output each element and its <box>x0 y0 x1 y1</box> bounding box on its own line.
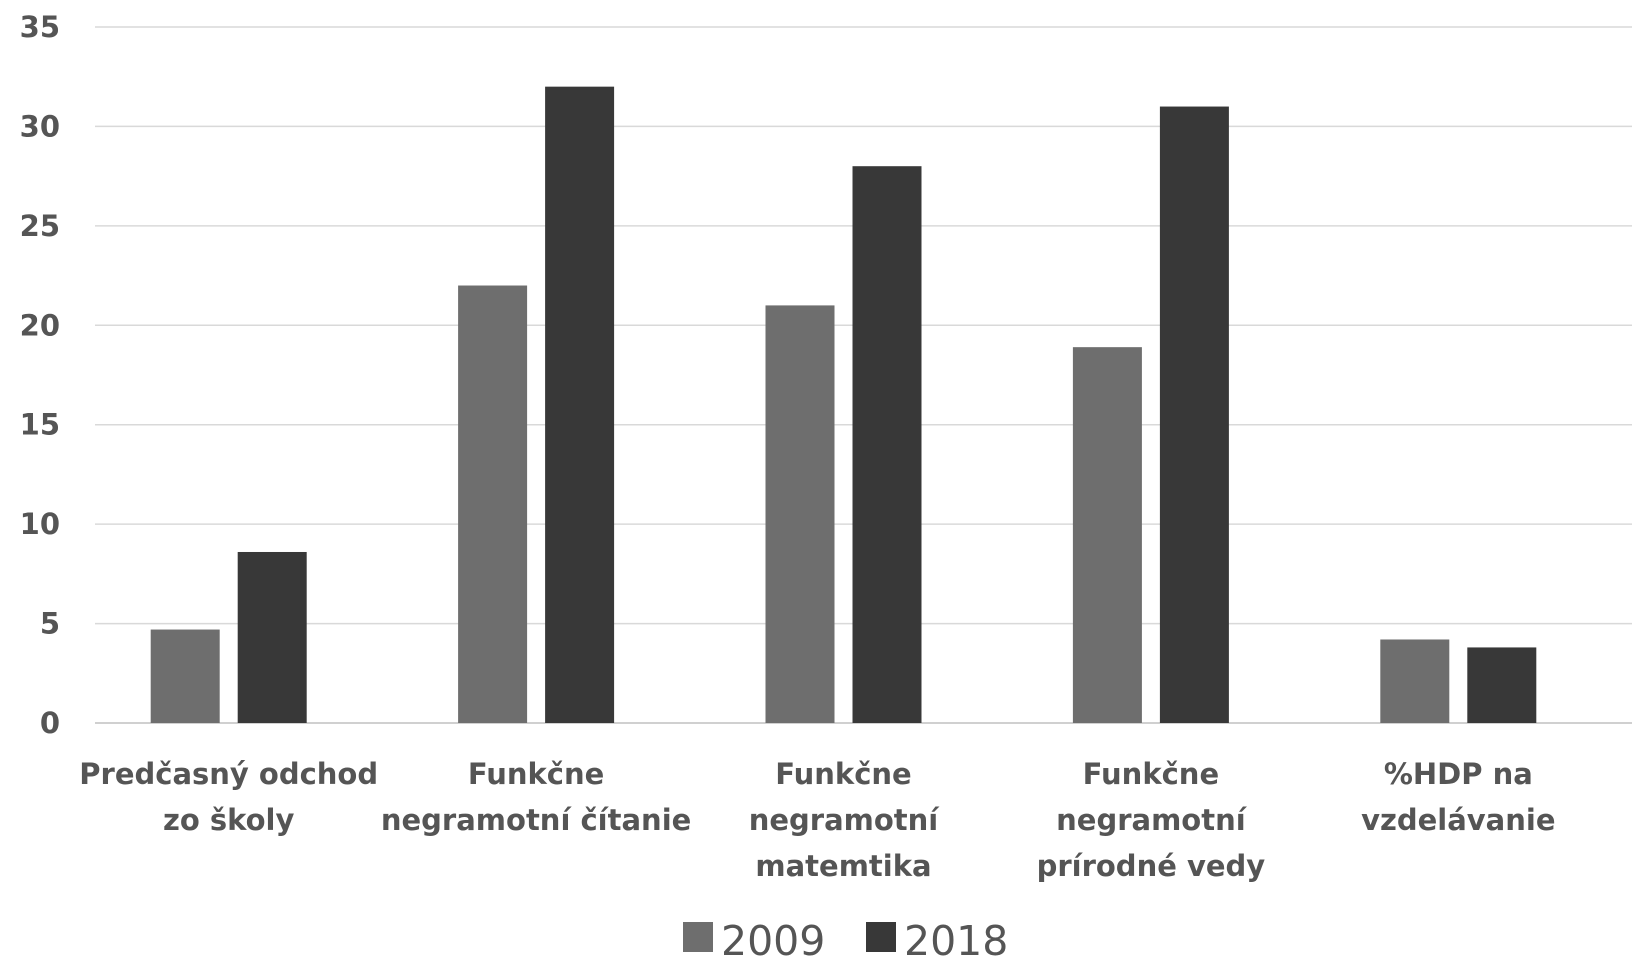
bar-2018-cat-0 <box>237 551 307 723</box>
bar-2009-cat-3 <box>1072 347 1142 723</box>
y-tick-label: 20 <box>20 308 60 342</box>
x-category-label: Funkčne <box>1083 757 1219 791</box>
x-category-label: negramotní <box>1056 803 1248 837</box>
x-category-label: negramotní <box>749 803 941 837</box>
x-category-label: vzdelávanie <box>1361 803 1555 837</box>
y-tick-label: 15 <box>20 408 60 442</box>
bar-2018-cat-4 <box>1467 647 1537 723</box>
legend: 2009 2018 <box>683 917 1008 965</box>
bar-2009-cat-2 <box>765 305 835 723</box>
bar-2018-cat-3 <box>1159 106 1229 724</box>
bar-2018-cat-1 <box>545 86 615 723</box>
x-category-label: Funkčne <box>468 757 604 791</box>
legend-swatch-2018 <box>866 922 896 952</box>
x-category-label: %HDP na <box>1384 757 1533 791</box>
legend-label-2018: 2018 <box>904 917 1008 965</box>
x-category-label: negramotní čítanie <box>381 803 691 837</box>
bars-layer <box>150 86 1537 724</box>
x-category-label: prírodné vedy <box>1037 849 1266 883</box>
x-category-label: zo školy <box>163 803 295 837</box>
y-tick-label: 10 <box>20 507 60 541</box>
bar-2009-cat-1 <box>458 285 528 723</box>
x-category-label: matemtika <box>755 849 931 883</box>
legend-label-2009: 2009 <box>721 917 825 965</box>
legend-swatch-2009 <box>683 922 713 952</box>
y-axis-ticks: 0 5 10 15 20 25 30 35 <box>20 10 60 740</box>
x-axis-labels: Predčasný odchod zo školy Funkčne negramotn… <box>79 757 1555 883</box>
bar-2018-cat-2 <box>852 166 922 723</box>
bar-2009-cat-4 <box>1380 639 1450 723</box>
y-tick-label: 30 <box>20 109 60 143</box>
x-category-label: Funkčne <box>775 757 911 791</box>
y-tick-label: 5 <box>40 607 60 641</box>
y-tick-label: 35 <box>20 10 60 44</box>
x-category-label: Predčasný odchod <box>79 757 378 791</box>
bar-2009-cat-0 <box>150 629 220 723</box>
y-tick-label: 25 <box>20 209 60 243</box>
y-tick-label: 0 <box>40 706 60 740</box>
